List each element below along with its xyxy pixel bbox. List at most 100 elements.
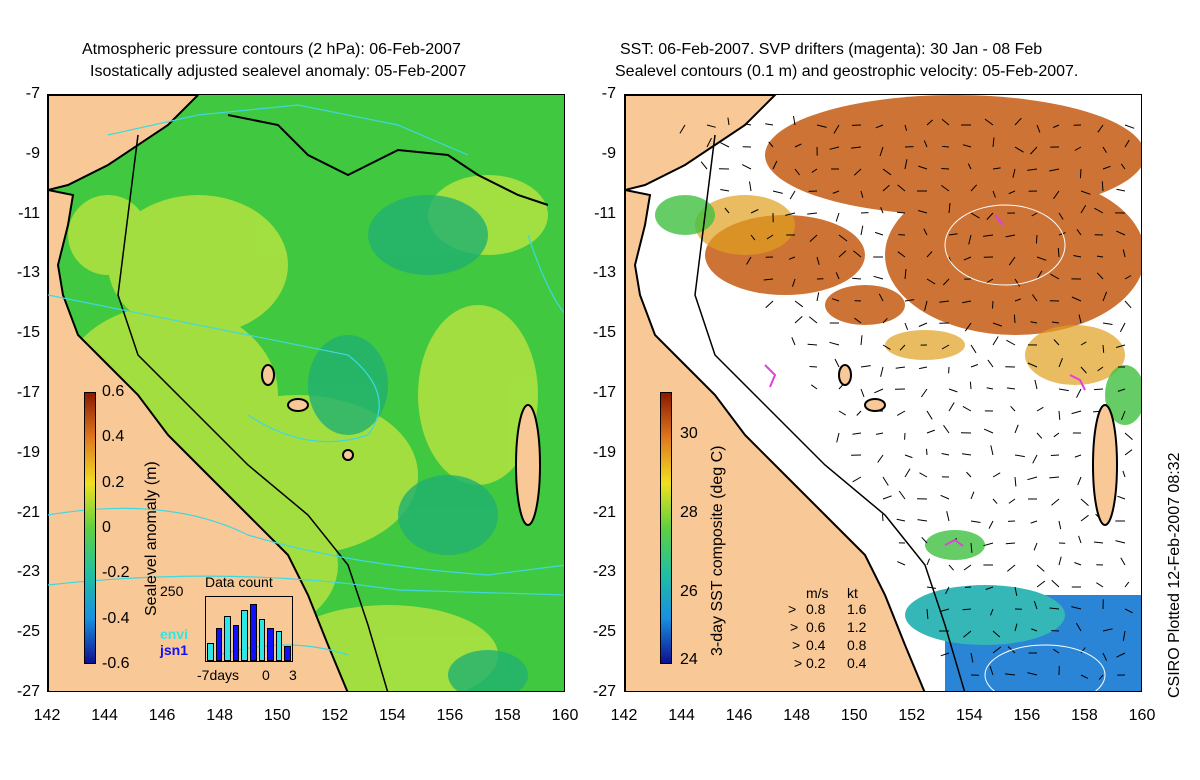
- velocity-arrow: [1080, 205, 1087, 214]
- velocity-arrow: [992, 630, 1001, 638]
- x-tick-label: 146: [148, 707, 176, 724]
- legend-ms-value: 0.4: [806, 637, 826, 653]
- velocity-arrow: [1101, 181, 1104, 192]
- velocity-arrow: [744, 123, 752, 126]
- y-tick-label: -15: [592, 324, 616, 342]
- velocity-arrow: [1036, 256, 1047, 261]
- velocity-arrow: [1058, 358, 1063, 368]
- velocity-arrow: [1051, 498, 1060, 506]
- sealevel-anomaly-map: [47, 94, 565, 692]
- velocity-arrow: [1010, 405, 1016, 412]
- velocity-arrow: [1008, 498, 1016, 504]
- velocity-arrow: [904, 159, 908, 170]
- velocity-arrow: [852, 277, 862, 280]
- velocity-arrow: [789, 190, 796, 200]
- velocity-arrow: [1014, 586, 1018, 596]
- velocity-arrow: [1027, 672, 1038, 676]
- velocity-arrow: [1014, 298, 1021, 302]
- velocity-arrow: [1027, 362, 1038, 368]
- velocity-arrow: [1006, 339, 1016, 346]
- velocity-arrow: [983, 542, 994, 547]
- y-tick-label: -19: [592, 443, 616, 461]
- sealevel-colorbar-tick: -0.6: [102, 655, 130, 672]
- velocity-arrow: [1030, 321, 1038, 324]
- velocity-arrow: [948, 564, 954, 571]
- velocity-arrow: [838, 250, 847, 258]
- velocity-arrow: [926, 278, 936, 285]
- velocity-arrow: [946, 511, 950, 522]
- velocity-arrow: [1096, 255, 1104, 258]
- sealevel-map-svg: [48, 95, 564, 691]
- velocity-arrow: [1053, 648, 1060, 654]
- velocity-arrow: [992, 322, 1003, 327]
- velocity-arrow: [1012, 168, 1016, 178]
- velocity-arrow: [1119, 322, 1126, 333]
- velocity-arrow: [945, 586, 950, 595]
- velocity-arrow: [1008, 190, 1016, 195]
- velocity-arrow: [1080, 366, 1087, 374]
- velocity-arrow: [962, 144, 972, 148]
- velocity-arrow: [1071, 606, 1082, 610]
- velocity-arrow: [1005, 542, 1016, 545]
- velocity-arrow: [1071, 410, 1082, 415]
- velocity-arrow: [1116, 188, 1126, 192]
- velocity-arrow: [811, 168, 818, 173]
- velocity-arrow: [1014, 623, 1018, 632]
- velocity-arrow: [1049, 476, 1060, 479]
- velocity-arrow: [1074, 146, 1082, 151]
- y-tick-label: -25: [592, 623, 616, 641]
- velocity-arrow: [986, 278, 994, 283]
- velocity-arrow: [1117, 388, 1126, 392]
- inset-histogram: [205, 596, 293, 662]
- velocity-arrow: [1080, 498, 1089, 506]
- velocity-arrow: [984, 118, 994, 126]
- x-tick-label: 154: [378, 707, 406, 724]
- velocity-arrow: [766, 234, 774, 240]
- velocity-arrow: [1051, 321, 1060, 324]
- y-tick-label: -13: [592, 264, 616, 282]
- y-tick-label: -19: [16, 443, 40, 461]
- velocity-arrow: [1014, 476, 1017, 487]
- velocity-arrow: [898, 490, 906, 500]
- velocity-arrow: [882, 168, 892, 176]
- inset-bar: [232, 625, 240, 661]
- velocity-arrow: [1102, 146, 1107, 153]
- velocity-arrow: [948, 233, 958, 236]
- velocity-arrow: [924, 300, 928, 311]
- sealevel-colorbar-tick: 0.6: [102, 383, 125, 400]
- y-tick-label: -13: [16, 264, 40, 282]
- velocity-arrow: [1013, 314, 1016, 324]
- velocity-arrow: [1116, 652, 1126, 658]
- legend-kt-value: 0.8: [847, 637, 867, 653]
- velocity-arrow: [1076, 388, 1082, 398]
- velocity-arrow: [877, 454, 884, 463]
- shelf-edge: [694, 134, 966, 691]
- velocity-arrow: [1122, 249, 1126, 258]
- sst-green-field: [655, 195, 1141, 560]
- velocity-arrow: [874, 388, 884, 394]
- velocity-arrow: [1053, 124, 1060, 128]
- inset-x-label-start: -7days: [197, 667, 240, 683]
- x-tick-label: 142: [33, 707, 61, 724]
- velocity-arrow: [904, 468, 911, 478]
- legend-arrow: >: [788, 601, 797, 617]
- velocity-arrow: [1124, 300, 1132, 309]
- velocity-arrow: [923, 228, 928, 236]
- velocity-arrow: [1053, 432, 1060, 438]
- y-tick-label: -23: [592, 563, 616, 581]
- velocity-arrow: [1073, 255, 1082, 258]
- inset-x-label-zero: 0: [262, 667, 270, 683]
- velocity-arrow: [983, 428, 994, 434]
- y-tick-label: -11: [18, 204, 40, 222]
- velocity-arrow: [750, 209, 759, 214]
- velocity-arrow: [852, 250, 862, 258]
- inset-bar: [250, 604, 257, 661]
- velocity-arrow: [941, 184, 950, 192]
- velocity-arrow: [1033, 600, 1038, 610]
- velocity-arrow: [1094, 541, 1104, 544]
- legend-kt-value: 0.4: [847, 655, 867, 671]
- inset-bar: [258, 619, 266, 661]
- x-tick-label: 144: [668, 707, 695, 724]
- velocity-arrow: [860, 335, 863, 346]
- velocity-arrow: [700, 161, 708, 170]
